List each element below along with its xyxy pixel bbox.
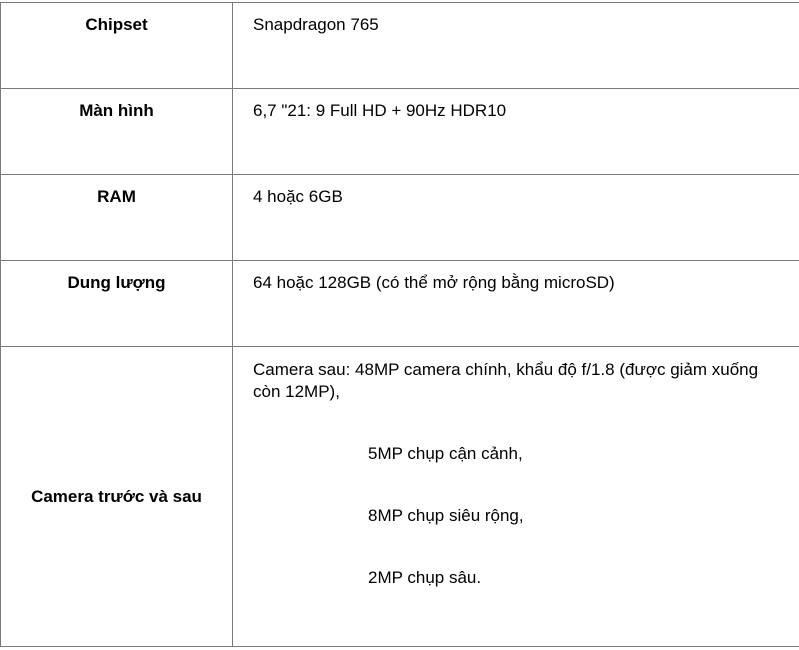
table-row-camera: Camera trước và sau Camera sau: 48MP cam… [0, 346, 799, 647]
table-row-screen: Màn hình 6,7 "21: 9 Full HD + 90Hz HDR10 [0, 88, 799, 175]
camera-item: 8MP chụp siêu rộng, [368, 506, 524, 525]
table-row-storage: Dung lượng 64 hoặc 128GB (có thể mở rộng… [0, 260, 799, 347]
table-row-ram: RAM 4 hoặc 6GB [0, 174, 799, 261]
row-label: Màn hình [0, 88, 233, 175]
row-value: Snapdragon 765 [232, 2, 799, 89]
row-label: Chipset [0, 2, 233, 89]
row-value: 64 hoặc 128GB (có thể mở rộng bằng micro… [232, 260, 799, 347]
row-label: Camera trước và sau [0, 346, 233, 647]
row-label: Dung lượng [0, 260, 233, 347]
row-value: 6,7 "21: 9 Full HD + 90Hz HDR10 [232, 88, 799, 175]
camera-item: 2MP chụp sâu. [368, 568, 482, 587]
row-value: 4 hoặc 6GB [232, 174, 799, 261]
row-value: Camera sau: 48MP camera chính, khẩu độ f… [232, 346, 799, 647]
camera-main: Camera sau: 48MP camera chính, khẩu độ f… [253, 360, 759, 401]
camera-item: 5MP chụp cận cảnh, [368, 444, 523, 463]
table-row-chipset: Chipset Snapdragon 765 [0, 2, 799, 89]
row-label: RAM [0, 174, 233, 261]
